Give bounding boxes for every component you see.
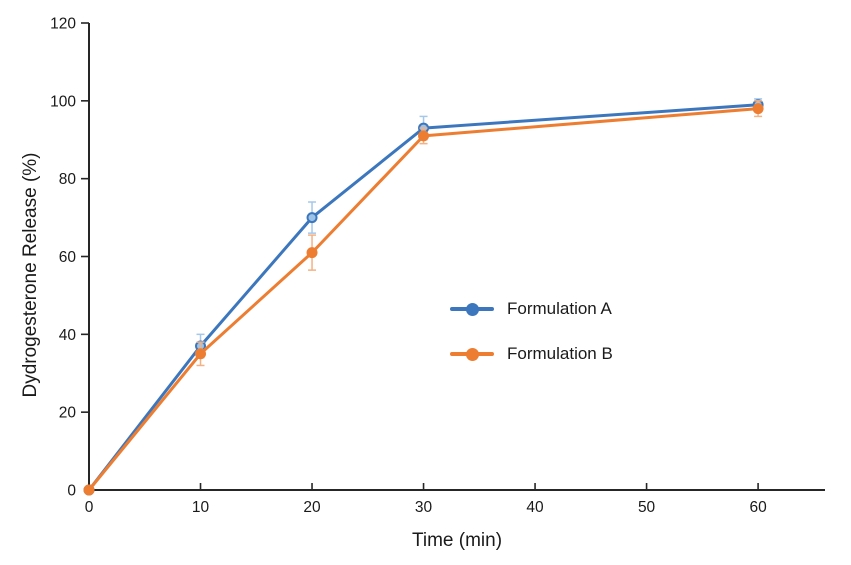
data-point-formulation-b <box>306 247 318 259</box>
legend-label-formulation-b: Formulation B <box>507 344 613 363</box>
y-tick-label: 80 <box>59 171 77 188</box>
legend: Formulation A Formulation B <box>450 297 613 366</box>
x-tick-label: 50 <box>638 499 656 516</box>
legend-entry-formulation-b: Formulation B <box>450 342 613 366</box>
x-tick-label: 0 <box>85 499 94 516</box>
data-point-formulation-a <box>306 212 318 224</box>
x-tick-label: 60 <box>749 499 767 516</box>
legend-marker-formulation-b-icon <box>450 346 494 362</box>
data-point-formulation-b <box>752 103 764 115</box>
data-point-formulation-b <box>195 348 207 360</box>
data-point-formulation-b <box>83 484 95 496</box>
series-line-formulation-a <box>87 103 760 492</box>
y-tick-label: 40 <box>59 327 77 344</box>
y-tick-label: 0 <box>67 483 76 500</box>
y-tick-label: 20 <box>59 405 77 422</box>
y-tick-label: 120 <box>50 16 76 33</box>
y-tick-label: 60 <box>59 249 77 266</box>
x-tick-label: 30 <box>415 499 433 516</box>
legend-label-formulation-a: Formulation A <box>507 299 612 318</box>
x-tick-label: 10 <box>192 499 210 516</box>
x-tick-label: 40 <box>526 499 544 516</box>
x-axis-title: Time (min) <box>411 530 503 551</box>
series-line-formulation-b <box>87 107 760 492</box>
legend-marker-formulation-a-icon <box>450 301 494 317</box>
legend-entry-formulation-a: Formulation A <box>450 297 613 321</box>
y-tick-label: 100 <box>50 93 76 110</box>
x-tick-label: 20 <box>303 499 321 516</box>
data-point-formulation-b <box>418 130 430 142</box>
y-axis-title: Dydrogesterone Release (%) <box>20 152 41 398</box>
